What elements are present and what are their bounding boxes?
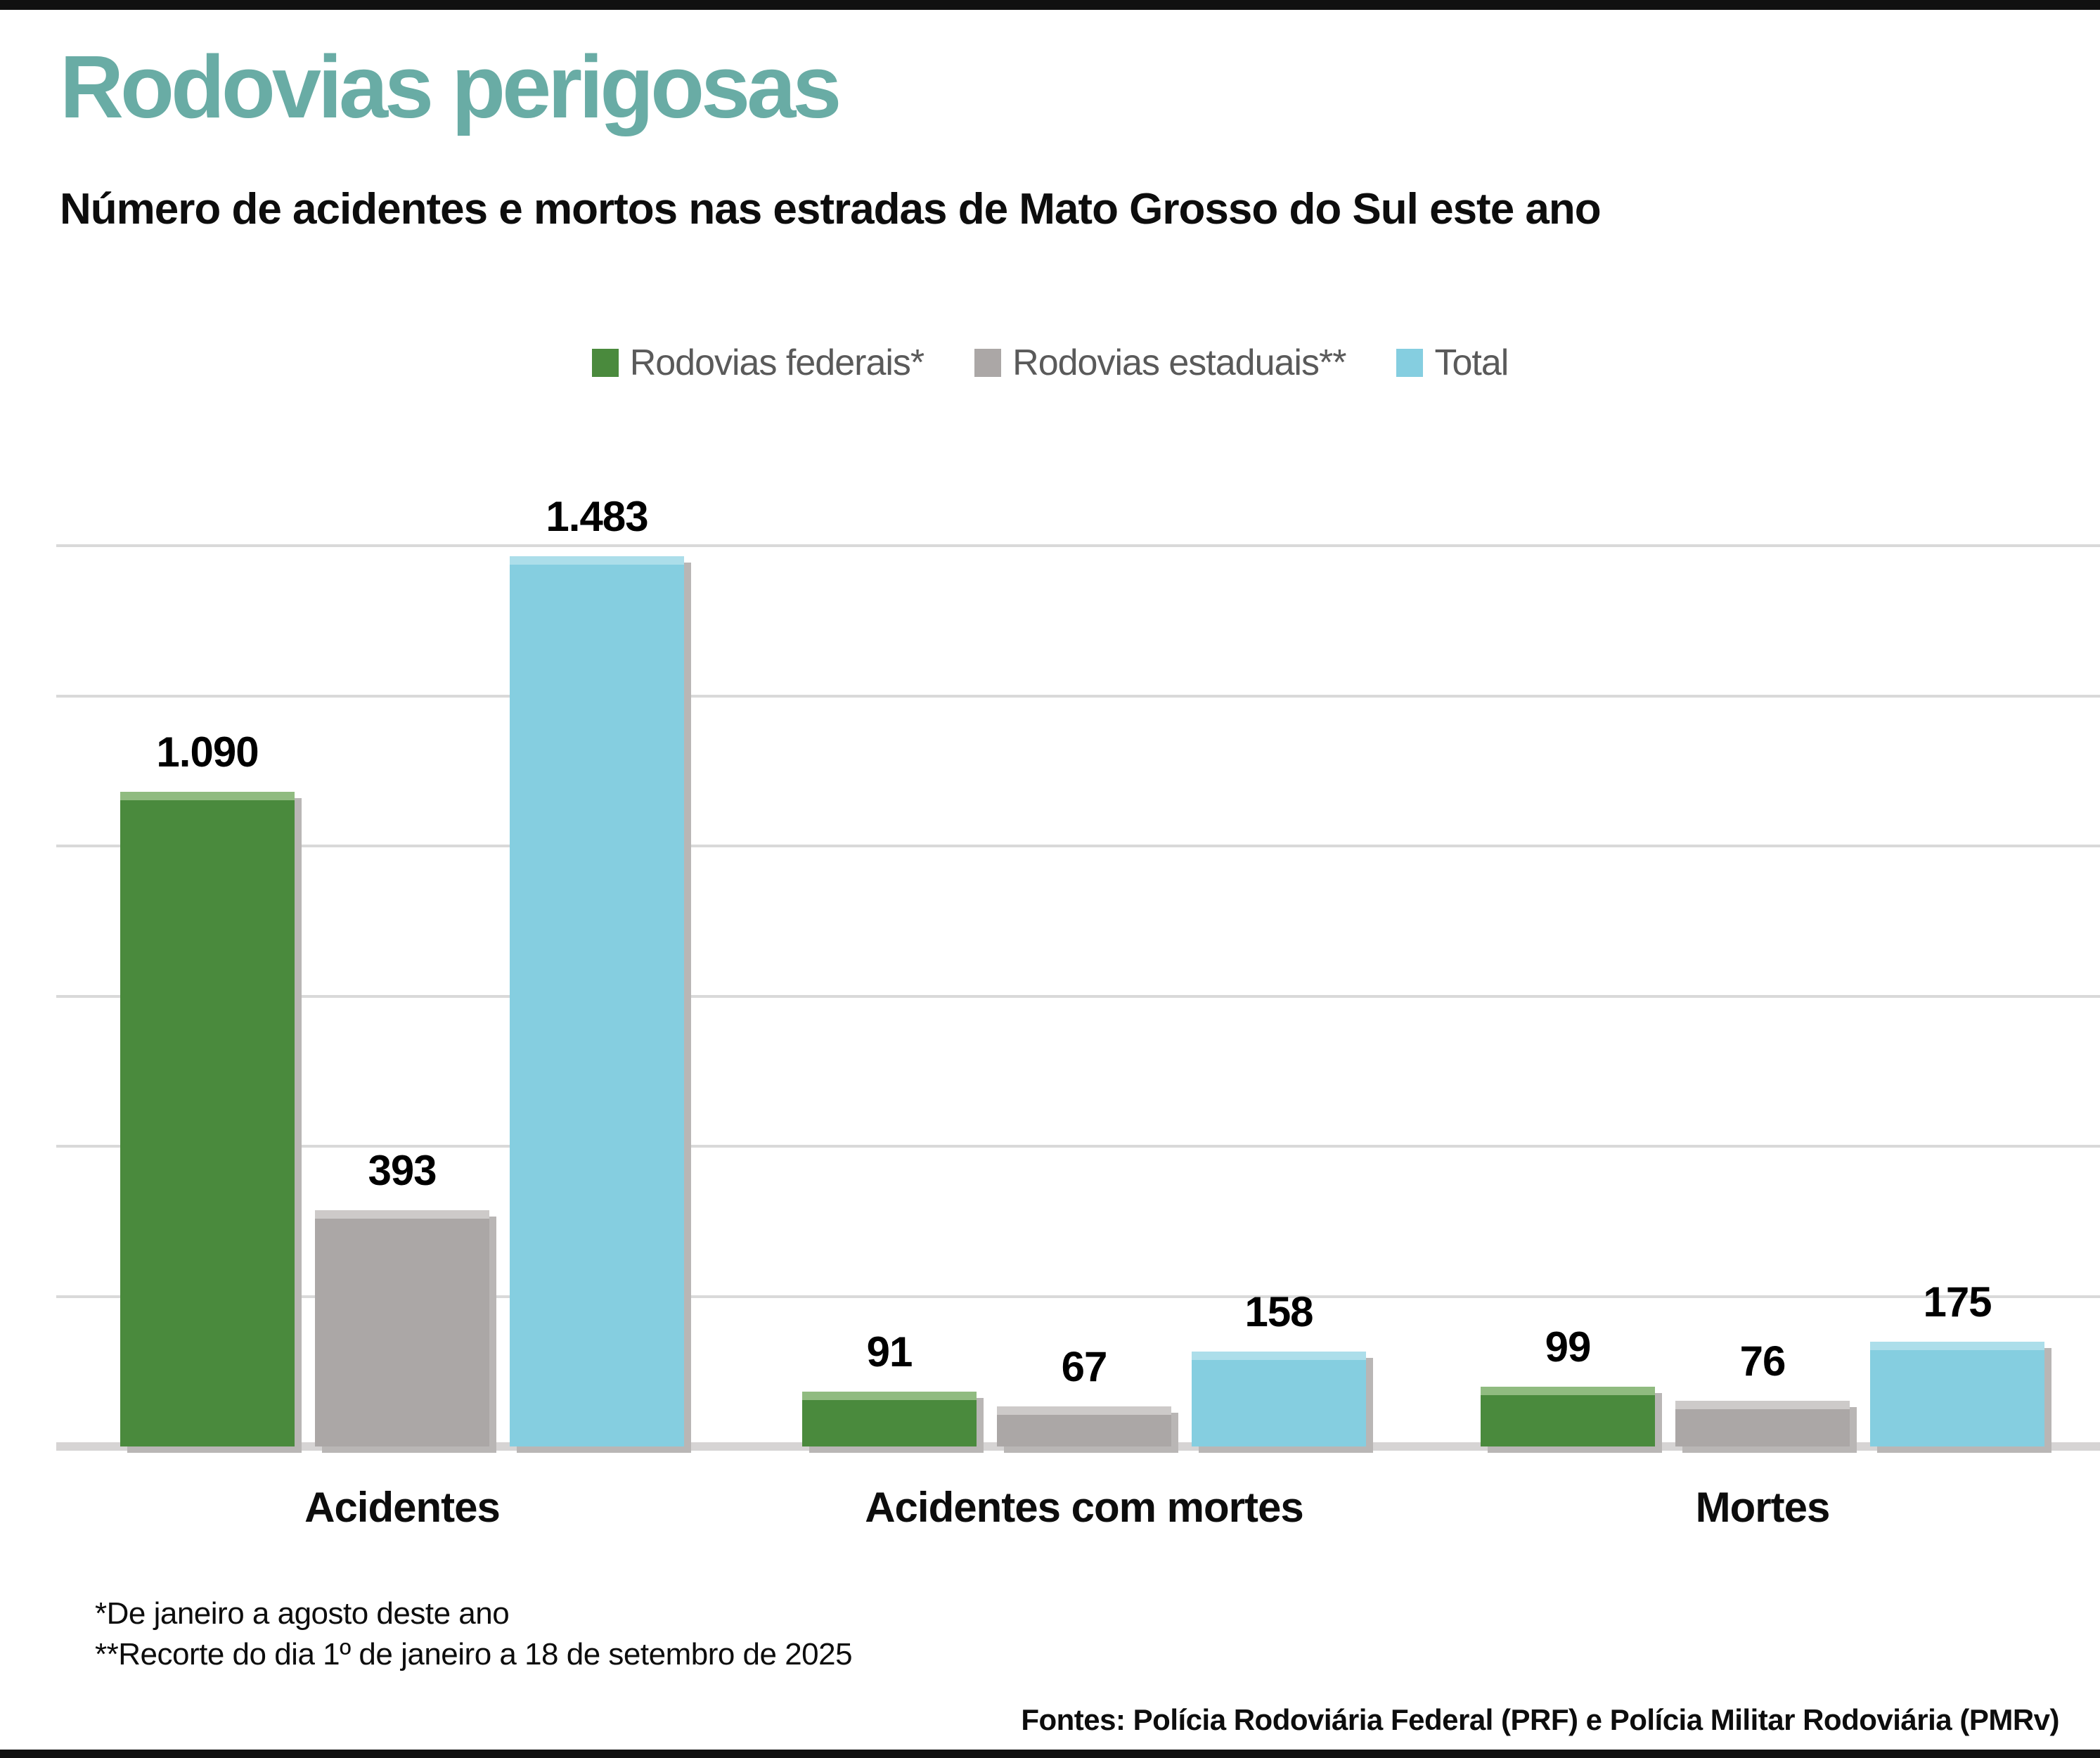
bar-series3-cat2: 158 [1192, 1288, 1366, 1446]
gridline [56, 1145, 2100, 1148]
gridline [56, 694, 2100, 698]
category-label: Acidentes [304, 1484, 501, 1531]
legend-item-3: Total [1396, 342, 1509, 384]
value-label: 99 [1545, 1323, 1592, 1371]
gridline [56, 544, 2100, 547]
legend-item-1: Rodovias federais* [591, 342, 925, 384]
chart-subtitle: Número de acidentes e mortos nas estrada… [60, 185, 1602, 233]
value-label: 393 [368, 1147, 437, 1195]
value-label: 67 [1061, 1342, 1108, 1390]
bar-series2-cat3: 76 [1675, 1337, 1850, 1446]
value-label: 76 [1739, 1337, 1786, 1385]
legend-label: Rodovias federais* [629, 342, 925, 383]
bar-series2-cat2: 67 [997, 1343, 1171, 1446]
source-credit: Fontes: Polícia Rodoviária Federal (PRF)… [1021, 1703, 2059, 1736]
bar-series2-cat1: 393 [315, 1147, 489, 1446]
category-label: Mortes [1695, 1484, 1831, 1531]
bar-group-3: 99 76 175 Mortes [1481, 546, 2044, 1531]
bar-series1-cat2: 91 [802, 1328, 977, 1446]
legend-item-2: Rodovias estaduais** [974, 342, 1346, 384]
value-label: 158 [1244, 1288, 1313, 1336]
legend-swatch-icon [1396, 349, 1424, 377]
bar-series3-cat3: 175 [1870, 1278, 2044, 1446]
bar-group-1: 1.090 393 1.483 Acidentes [120, 493, 684, 1531]
legend-swatch-icon [974, 349, 1002, 377]
top-frame-bar [0, 0, 2100, 10]
bar-series1-cat1: 1.090 [120, 729, 295, 1446]
bottom-frame-bar [0, 1750, 2100, 1758]
bar-group-2: 91 67 158 Acidentes com mortes [802, 546, 1366, 1531]
category-label: Acidentes com mortes [865, 1484, 1304, 1531]
value-label: 175 [1923, 1278, 1992, 1326]
footnote-estadual: **Recorte do dia 1º de janeiro a 18 de s… [95, 1637, 853, 1672]
value-label: 91 [866, 1328, 913, 1376]
gridline [56, 994, 2100, 998]
footnote-federal: *De janeiro a agosto deste ano [95, 1596, 510, 1631]
legend-label: Rodovias estaduais** [1012, 342, 1346, 383]
gridline [56, 845, 2100, 848]
chart-legend: Rodovias federais* Rodovias estaduais** To… [0, 342, 2100, 384]
legend-swatch-icon [591, 349, 619, 377]
value-label: 1.090 [156, 729, 259, 776]
value-label: 1.483 [546, 492, 648, 540]
bar-series1-cat3: 99 [1481, 1323, 1655, 1446]
page-title: Rodovias perigosas [60, 37, 842, 136]
legend-label: Total [1434, 342, 1509, 383]
bar-series3-cat1: 1.483 [510, 493, 684, 1446]
gridline [56, 1295, 2100, 1298]
chart-plot: 1.090 393 1.483 Acidentes 91 67 158 Acidentes c… [0, 493, 2100, 1531]
